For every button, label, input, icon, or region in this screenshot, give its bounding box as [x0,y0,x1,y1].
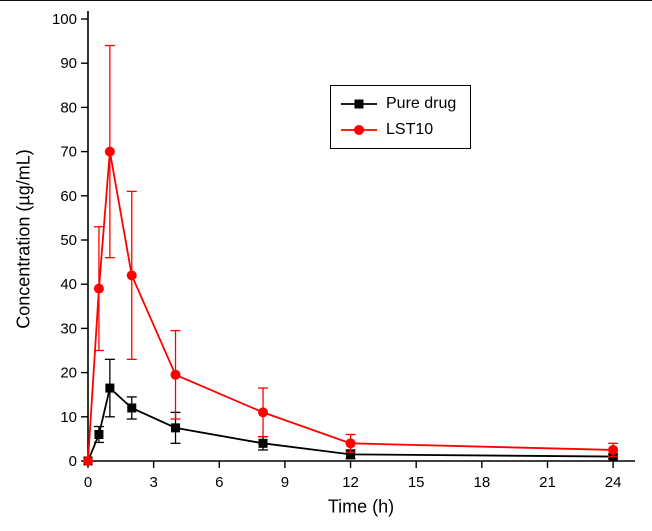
legend-sample-square [354,99,364,109]
y-tick-label: 60 [60,188,77,205]
y-tick-label: 80 [60,99,77,116]
y-tick-label: 40 [60,276,77,293]
y-tick-label: 30 [60,320,77,337]
x-tick-label: 3 [149,474,157,491]
x-axis-label: Time (h) [327,496,395,517]
series-line [87,386,614,462]
x-tick-label: 12 [342,474,359,491]
legend-item-pure-drug: Pure drug [339,91,456,117]
circle-marker [345,438,356,449]
legend-sample-circle [354,125,364,135]
y-tick-label: 10 [60,409,77,426]
square-marker [105,383,115,393]
series-line [87,151,614,462]
legend-circle-marker-icon [341,125,377,135]
circle-marker [258,407,269,418]
x-tick-label: 21 [539,474,556,491]
y-tick-label: 70 [60,144,77,161]
x-tick-label: 9 [281,474,289,491]
y-tick-label: 90 [60,55,77,72]
legend-label-pure-drug: Pure drug [386,95,457,112]
circle-marker [608,444,619,455]
circle-marker [170,369,181,380]
y-tick-label: 100 [52,11,77,28]
square-marker [258,438,268,448]
circle-marker [83,456,93,466]
square-marker [171,423,181,433]
x-tick-label: 0 [84,474,92,491]
square-marker [127,403,137,413]
x-tick-label: 18 [473,474,490,491]
x-tick-label: 15 [408,474,425,491]
y-tick-label: 20 [60,365,77,382]
circle-marker [126,270,137,281]
legend: Pure drug LST10 [330,85,472,149]
square-marker [94,429,104,439]
legend-item-lst10: LST10 [339,117,456,143]
legend-label-lst10: LST10 [386,121,434,138]
y-tick-label: 0 [69,453,77,470]
x-tick-label: 24 [605,474,622,491]
circle-marker [104,146,115,157]
square-marker [346,449,356,459]
legend-square-marker-icon [341,99,377,109]
x-tick-label: 6 [215,474,223,491]
y-tick-label: 50 [60,232,77,249]
y-axis-label: Concentration (µg/mL) [13,149,34,329]
circle-marker [93,283,104,294]
